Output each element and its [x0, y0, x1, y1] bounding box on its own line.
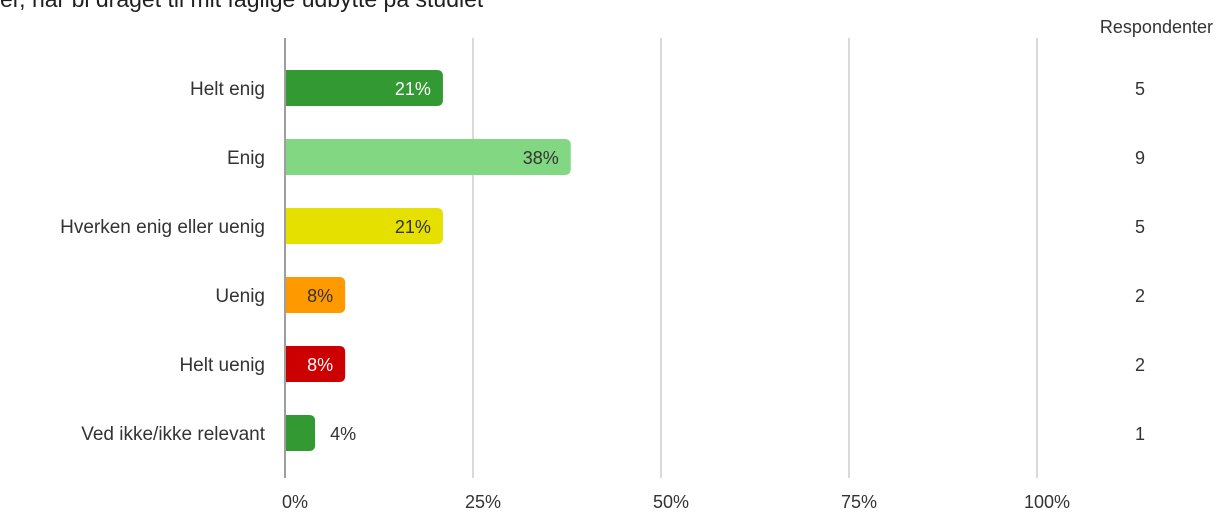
bar: [286, 415, 316, 451]
bars: [286, 70, 571, 451]
bar: [286, 346, 346, 382]
x-tick-label: 100%: [1024, 492, 1070, 512]
category-label: Uenig: [215, 286, 265, 307]
chart-title: er, når bl draget til mit faglige udbytt…: [0, 0, 1217, 26]
category-label: Helt enig: [190, 79, 265, 100]
labels: 0% 25% 50% 75% 100% Respondenter Helt enig 21% 5…: [60, 17, 1213, 512]
value-label: 8%: [307, 286, 333, 306]
value-label: 21%: [395, 79, 431, 99]
x-tick-label: 75%: [841, 492, 877, 512]
value-label: 21%: [395, 217, 431, 237]
x-tick-label: 25%: [465, 492, 501, 512]
x-tick-label: 0%: [282, 492, 308, 512]
value-label: 4%: [330, 424, 356, 444]
category-label: Hverken enig eller uenig: [60, 217, 265, 238]
bar: [286, 139, 571, 175]
respondents-value: 1: [1135, 424, 1145, 444]
x-tick-label: 50%: [653, 492, 689, 512]
category-label: Helt uenig: [179, 355, 265, 376]
respondents-value: 2: [1135, 355, 1145, 375]
value-label: 38%: [523, 148, 559, 168]
category-label: Enig: [227, 148, 265, 169]
category-label: Ved ikke/ikke relevant: [81, 424, 265, 445]
bar: [286, 70, 443, 106]
bar: [286, 277, 346, 313]
respondents-header: Respondenter: [1100, 17, 1213, 37]
respondents-value: 5: [1135, 79, 1145, 99]
respondents-value: 5: [1135, 217, 1145, 237]
respondents-value: 2: [1135, 286, 1145, 306]
value-label: 8%: [307, 355, 333, 375]
gridlines: [472, 38, 1038, 478]
respondents-value: 9: [1135, 148, 1145, 168]
bar: [286, 208, 443, 244]
